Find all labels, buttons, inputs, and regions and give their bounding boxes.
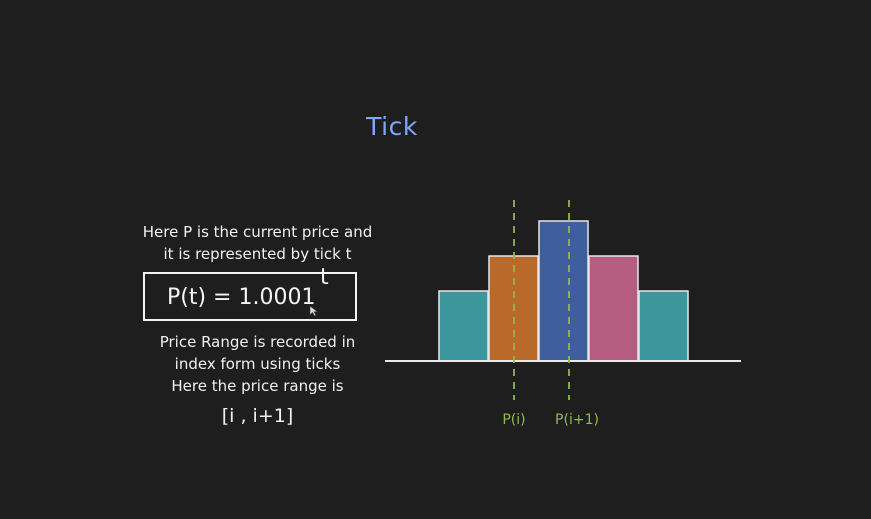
formula-exponent: t	[320, 265, 329, 290]
intro-text: Here P is the current price and it is re…	[110, 221, 405, 265]
range-note-line-2: index form using ticks	[174, 355, 341, 373]
bar-3	[538, 220, 589, 362]
marker-label-1: P(i)	[502, 412, 525, 428]
diagram-title: Tick	[366, 112, 418, 141]
bar-1	[438, 290, 489, 362]
intro-line-2: it is represented by tick t	[163, 245, 352, 263]
bar-4	[588, 255, 639, 362]
range-value: [i , i+1]	[221, 405, 294, 427]
intro-line-1: Here P is the current price and	[142, 223, 373, 241]
marker-label-2: P(i+1)	[555, 412, 599, 428]
formula-base: P(t) = 1.0001	[167, 285, 316, 310]
bar-5	[638, 290, 689, 362]
range-note: Price Range is recorded in index form us…	[110, 331, 405, 397]
range-note-line-3: Here the price range is	[171, 377, 344, 395]
cursor-icon	[309, 305, 319, 317]
formula-box: P(t) = 1.0001 t	[143, 265, 357, 321]
range-note-line-1: Price Range is recorded in	[159, 333, 356, 351]
